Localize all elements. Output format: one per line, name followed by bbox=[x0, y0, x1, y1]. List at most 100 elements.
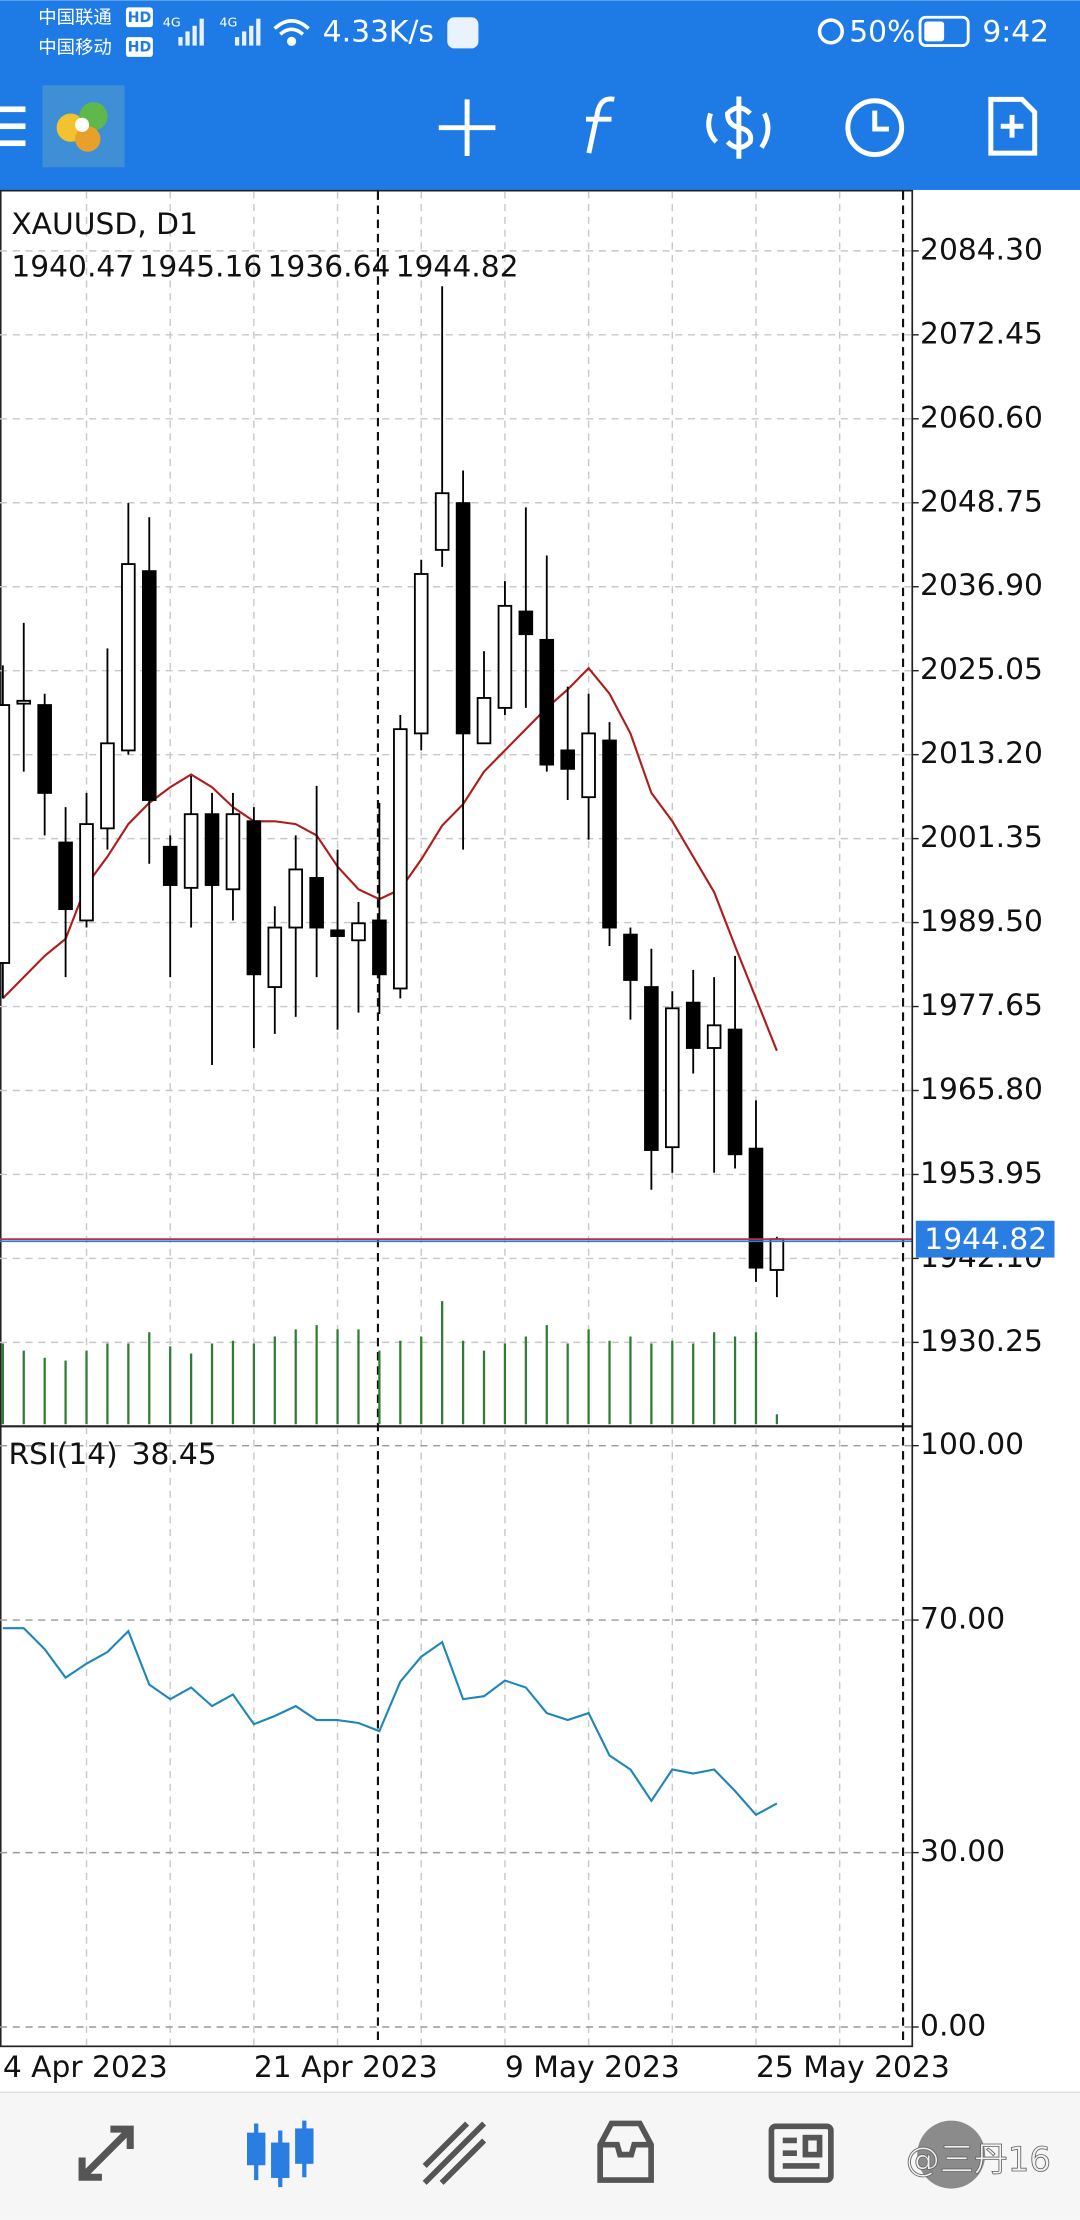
y-tick-label: 2013.20 bbox=[920, 736, 1043, 771]
ohlc-low: 1936.64 bbox=[268, 249, 391, 284]
clock: 9:42 bbox=[982, 14, 1049, 49]
nav-chart[interactable] bbox=[246, 2120, 314, 2188]
wifi-icon bbox=[273, 19, 310, 46]
candle-body bbox=[351, 922, 366, 942]
candle-body bbox=[413, 573, 429, 735]
nav-trade[interactable] bbox=[422, 2121, 487, 2185]
hd-badge bbox=[125, 37, 153, 57]
candle-body bbox=[309, 877, 324, 929]
rsi-value: 38.45 bbox=[132, 1437, 217, 1472]
y-tick-label: 1930.25 bbox=[920, 1324, 1043, 1359]
rsi-line bbox=[2, 1627, 778, 1817]
x-tick-label: 4 Apr 2023 bbox=[3, 2050, 168, 2085]
candle-body bbox=[288, 868, 304, 929]
y-tick-label: 2025.05 bbox=[920, 652, 1043, 687]
candle-body bbox=[581, 732, 596, 799]
y-tick-label: 1977.65 bbox=[920, 988, 1043, 1023]
candle-body bbox=[560, 749, 575, 770]
rsi-name: RSI(14) bbox=[8, 1437, 117, 1472]
candle-body bbox=[58, 841, 73, 911]
trade-button[interactable] bbox=[706, 96, 771, 159]
y-tick-label: 0.00 bbox=[920, 2009, 986, 2044]
candle-body bbox=[79, 823, 94, 922]
candle-body bbox=[225, 813, 241, 891]
indicators-button[interactable] bbox=[586, 96, 615, 154]
y-tick-label: 1989.50 bbox=[920, 904, 1043, 939]
nav-news[interactable] bbox=[768, 2123, 834, 2183]
y-tick-label: 30.00 bbox=[920, 1834, 1005, 1869]
symbol-title: XAUUSD, D1 bbox=[11, 207, 198, 242]
network-type: 4G bbox=[163, 15, 181, 30]
ohlc-close: 1944.82 bbox=[396, 249, 519, 284]
hd-text: HD bbox=[128, 10, 152, 26]
new-order-button[interactable] bbox=[988, 96, 1038, 156]
candle-body bbox=[476, 697, 492, 745]
x-tick-label: 9 May 2023 bbox=[505, 2050, 680, 2085]
candle-body bbox=[769, 1238, 785, 1271]
candle-body bbox=[497, 604, 513, 709]
chart-frame bbox=[0, 189, 914, 2048]
moving-average-line bbox=[2, 666, 778, 1052]
chart-layer: 2084.30 2072.45 2060.60 2048.75 2036.90 2025.… bbox=[0, 191, 1055, 2085]
candle-body bbox=[434, 492, 450, 551]
price-label: 1944.82 bbox=[924, 1222, 1047, 1257]
candle-body bbox=[664, 1007, 680, 1149]
nav-history[interactable] bbox=[597, 2120, 654, 2183]
nav-settings[interactable] bbox=[917, 2120, 986, 2189]
alarm-icon bbox=[817, 18, 844, 45]
candle-body bbox=[267, 926, 283, 988]
candle-body bbox=[246, 820, 262, 976]
y-tick-label: 1965.80 bbox=[920, 1072, 1043, 1107]
candle-body bbox=[727, 1028, 743, 1156]
candle-body bbox=[37, 704, 52, 794]
candle-body bbox=[372, 919, 387, 976]
candle-body bbox=[162, 845, 178, 886]
battery-level: 50% bbox=[849, 14, 915, 49]
candle-body bbox=[518, 610, 534, 636]
nav-quotes[interactable] bbox=[78, 2125, 134, 2181]
candle-body bbox=[623, 933, 638, 981]
price-label-box bbox=[915, 1220, 1055, 1258]
candle-body bbox=[183, 813, 199, 889]
y-tick-label: 2048.75 bbox=[920, 484, 1043, 519]
candle-body bbox=[393, 728, 408, 990]
candle-body bbox=[602, 739, 617, 929]
candle-body bbox=[100, 742, 115, 830]
y-tick-label: 2036.90 bbox=[920, 568, 1043, 603]
candle-body bbox=[644, 986, 659, 1151]
y-tick-label: 100.00 bbox=[920, 1427, 1024, 1462]
candle-body bbox=[706, 1024, 722, 1049]
history-button[interactable] bbox=[845, 98, 905, 158]
y-tick-label: 2060.60 bbox=[920, 400, 1043, 435]
candle-body bbox=[16, 699, 32, 705]
candle-body bbox=[141, 570, 157, 801]
y-tick-label: 70.00 bbox=[920, 1602, 1005, 1637]
battery-fill bbox=[924, 21, 945, 42]
crosshair-button[interactable] bbox=[438, 99, 496, 156]
app-logo[interactable] bbox=[42, 85, 125, 168]
y-tick-label: 2072.45 bbox=[920, 316, 1043, 351]
candle-body bbox=[330, 929, 345, 937]
hd-badge bbox=[125, 7, 153, 28]
carrier: 中国移动 bbox=[38, 37, 112, 58]
candle-body bbox=[455, 502, 471, 735]
battery-icon bbox=[918, 15, 970, 47]
candle-body bbox=[204, 813, 220, 886]
menu-button[interactable] bbox=[0, 106, 26, 147]
candle-body bbox=[121, 563, 136, 752]
carrier: 中国联通 bbox=[38, 8, 112, 29]
network-type: 4G bbox=[219, 15, 237, 30]
y-tick-label: 2001.35 bbox=[920, 820, 1043, 855]
ohlc-high: 1945.16 bbox=[139, 249, 262, 284]
candle-body bbox=[539, 638, 555, 766]
x-tick-label: 25 May 2023 bbox=[756, 2050, 950, 2085]
bottom-nav bbox=[0, 2092, 1080, 2220]
signal-icons bbox=[178, 18, 261, 46]
watermark: @三丹16 bbox=[906, 2140, 1051, 2180]
notification-icon bbox=[447, 17, 479, 49]
app-bar bbox=[0, 0, 1080, 190]
net-speed: 4.33K/s bbox=[323, 14, 434, 49]
ohlc-open: 1940.47 bbox=[11, 249, 134, 284]
